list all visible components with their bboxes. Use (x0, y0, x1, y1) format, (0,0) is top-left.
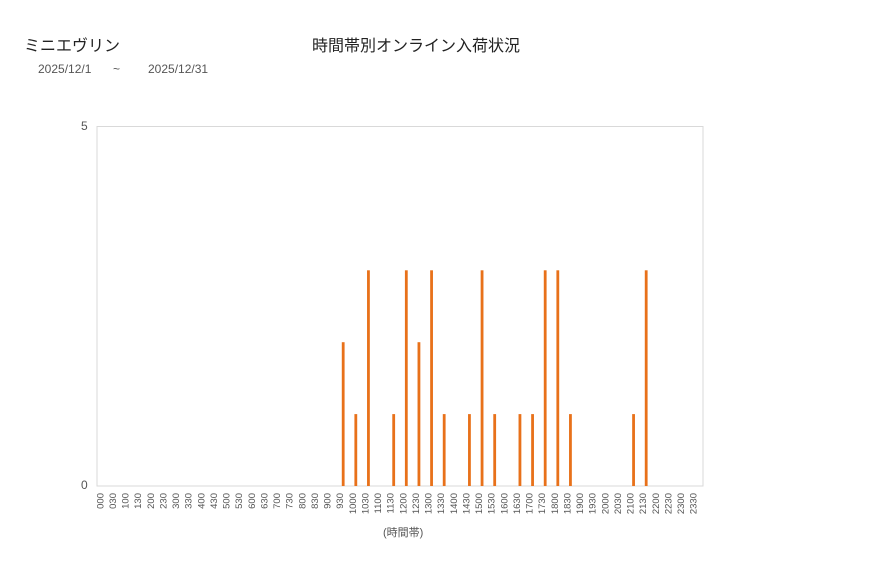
svg-text:1000: 1000 (348, 493, 359, 514)
svg-text:630: 630 (259, 493, 270, 509)
svg-text:2130: 2130 (638, 493, 649, 514)
svg-text:2230: 2230 (663, 493, 674, 514)
svg-text:1900: 1900 (575, 493, 586, 514)
svg-text:100: 100 (121, 493, 132, 509)
svg-text:430: 430 (209, 493, 220, 509)
svg-text:1300: 1300 (424, 493, 435, 514)
svg-text:300: 300 (171, 493, 182, 509)
svg-text:1700: 1700 (525, 493, 536, 514)
svg-text:2100: 2100 (626, 493, 637, 514)
svg-text:2330: 2330 (689, 493, 700, 514)
svg-text:230: 230 (158, 493, 169, 509)
svg-text:730: 730 (285, 493, 296, 509)
svg-text:2300: 2300 (676, 493, 687, 514)
svg-text:800: 800 (297, 493, 308, 509)
svg-text:2200: 2200 (651, 493, 662, 514)
svg-text:830: 830 (310, 493, 321, 509)
svg-text:900: 900 (323, 493, 334, 509)
svg-text:200: 200 (146, 493, 157, 509)
svg-text:2000: 2000 (600, 493, 611, 514)
svg-text:1330: 1330 (436, 493, 447, 514)
svg-text:1230: 1230 (411, 493, 422, 514)
svg-text:330: 330 (184, 493, 195, 509)
svg-text:1600: 1600 (499, 493, 510, 514)
svg-text:1200: 1200 (398, 493, 409, 514)
svg-text:400: 400 (196, 493, 207, 509)
svg-text:530: 530 (234, 493, 245, 509)
svg-text:1500: 1500 (474, 493, 485, 514)
svg-text:2030: 2030 (613, 493, 624, 514)
svg-text:600: 600 (247, 493, 258, 509)
svg-text:1030: 1030 (360, 493, 371, 514)
svg-text:030: 030 (108, 493, 119, 509)
svg-text:1830: 1830 (562, 493, 573, 514)
svg-text:1800: 1800 (550, 493, 561, 514)
svg-text:700: 700 (272, 493, 283, 509)
svg-text:930: 930 (335, 493, 346, 509)
svg-text:130: 130 (133, 493, 144, 509)
svg-text:1530: 1530 (487, 493, 498, 514)
svg-text:1630: 1630 (512, 493, 523, 514)
svg-text:1430: 1430 (461, 493, 472, 514)
svg-text:500: 500 (222, 493, 233, 509)
svg-text:1100: 1100 (373, 493, 384, 513)
svg-text:1930: 1930 (588, 493, 599, 514)
svg-text:1400: 1400 (449, 493, 460, 514)
svg-text:1130: 1130 (386, 493, 397, 513)
svg-text:000: 000 (95, 493, 106, 509)
svg-text:1730: 1730 (537, 493, 548, 514)
